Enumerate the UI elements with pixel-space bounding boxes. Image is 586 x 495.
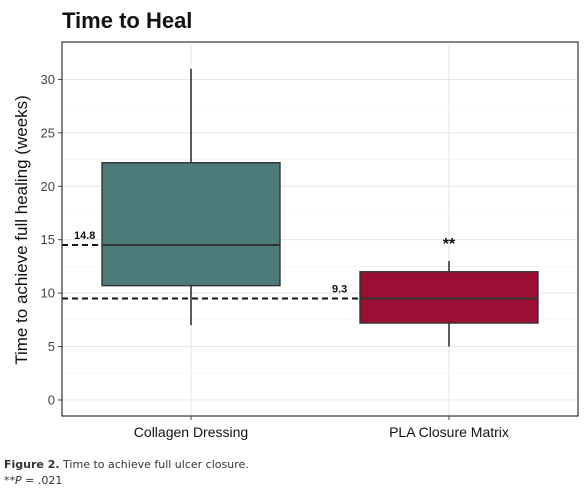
y-tick-label: 20 bbox=[41, 179, 55, 194]
panel-border bbox=[61, 41, 579, 417]
mean-label: 9.3 bbox=[332, 283, 347, 295]
y-axis-label: Time to achieve full healing (weeks) bbox=[12, 95, 31, 365]
y-tick-label: 10 bbox=[41, 286, 55, 301]
box-1 bbox=[101, 162, 281, 287]
mean-label: 14.8 bbox=[74, 230, 95, 242]
plot-area: 0 5 10 15 20 25 30 14.8 9.3 ** Collagen Dressing PL… bbox=[41, 41, 579, 440]
figure-text: Time to achieve full ulcer closure. bbox=[59, 458, 249, 471]
y-tick-label: 0 bbox=[48, 392, 55, 407]
significance-annotation: ** bbox=[443, 236, 456, 253]
box-plot-chart: Time to Heal Time to achieve full healin… bbox=[12, 8, 579, 440]
y-tick-label: 30 bbox=[41, 72, 55, 87]
x-tick-label: PLA Closure Matrix bbox=[389, 424, 509, 440]
y-tick-label: 25 bbox=[41, 125, 55, 140]
p-value: = .021 bbox=[21, 474, 63, 487]
y-tick-label: 15 bbox=[41, 232, 55, 247]
figure-label: Figure 2. bbox=[4, 458, 60, 471]
p-symbol: P bbox=[15, 474, 22, 487]
x-tick-label: Collagen Dressing bbox=[134, 424, 248, 440]
significance-stars: ** bbox=[4, 474, 15, 487]
figure-caption: Figure 2. Time to achieve full ulcer clo… bbox=[4, 457, 249, 489]
box-2 bbox=[359, 271, 539, 324]
chart-title: Time to Heal bbox=[62, 8, 192, 33]
y-tick-label: 5 bbox=[48, 339, 55, 354]
